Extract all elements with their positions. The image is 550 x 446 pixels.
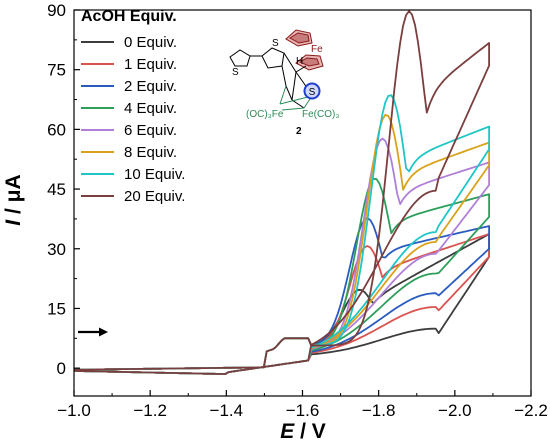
x-tick-label: −1.0 — [57, 401, 91, 420]
y-axis-title: I / μA — [2, 174, 25, 225]
h-label: H — [296, 56, 303, 67]
feco3-label: Fe(CO)₃ — [302, 109, 339, 120]
y-tick-label: 60 — [47, 120, 66, 139]
oc3fe-label: (OC)₃Fe — [246, 109, 284, 120]
s-circle-icon — [303, 82, 321, 100]
y-tick-label: 15 — [47, 299, 66, 318]
legend: AcOH Equiv. 0 Equiv. 1 Equiv. 2 Equiv. 4 Eq… — [81, 8, 185, 205]
cv-curves — [73, 10, 491, 376]
scan-direction-arrow — [78, 327, 108, 337]
x-tick-label: −2.2 — [514, 401, 548, 420]
legend-label-10: 10 Equiv. — [124, 166, 185, 183]
x-tick-label: −1.8 — [362, 401, 396, 420]
circled-s-label: S — [309, 87, 316, 98]
molecule-structure: Fe S S H S (OC)₃Fe Fe(CO)₃ 2 — [229, 29, 339, 137]
x-tick-label: −1.4 — [210, 401, 244, 420]
legend-label-6: 6 Equiv. — [124, 122, 177, 139]
fe-label: Fe — [311, 44, 323, 55]
legend-label-0: 0 Equiv. — [124, 34, 177, 51]
y-tick-label: 90 — [47, 1, 66, 20]
cv-series-2 — [73, 217, 491, 376]
thiophene-s-label: S — [232, 67, 239, 78]
legend-label-2: 2 Equiv. — [124, 78, 177, 95]
x-axis-unit: / V — [294, 420, 326, 443]
y-tick-label: 75 — [47, 61, 66, 80]
y-tick-label: 45 — [47, 180, 66, 199]
legend-label-1: 1 Equiv. — [124, 56, 177, 73]
ring-s-label: S — [272, 38, 279, 49]
cv-series-20 — [73, 10, 491, 376]
ferrocene-icon — [285, 29, 324, 71]
legend-label-4: 4 Equiv. — [124, 100, 177, 117]
y-tick-label: 30 — [47, 240, 66, 259]
legend-title: AcOH Equiv. — [81, 8, 177, 25]
legend-label-20: 20 Equiv. — [124, 188, 185, 205]
x-tick-label: −2.0 — [438, 401, 472, 420]
x-axis-ticks: −1.0 −1.2 −1.4 −1.6 −1.8 −2.0 −2.2 — [57, 390, 548, 420]
compound-number: 2 — [296, 126, 302, 137]
x-axis-title: E / V — [280, 420, 326, 443]
x-tick-label: −1.2 — [133, 401, 167, 420]
x-tick-label: −1.6 — [286, 401, 320, 420]
y-tick-label: 0 — [57, 359, 66, 378]
y-axis-ticks: 0 15 30 45 60 75 90 — [47, 1, 80, 378]
x-axis-var: E — [280, 420, 295, 443]
y-axis-unit: / μA — [2, 174, 25, 220]
y-axis-var: I — [2, 219, 25, 226]
legend-label-8: 8 Equiv. — [124, 144, 177, 161]
cv-series-4 — [73, 177, 491, 376]
